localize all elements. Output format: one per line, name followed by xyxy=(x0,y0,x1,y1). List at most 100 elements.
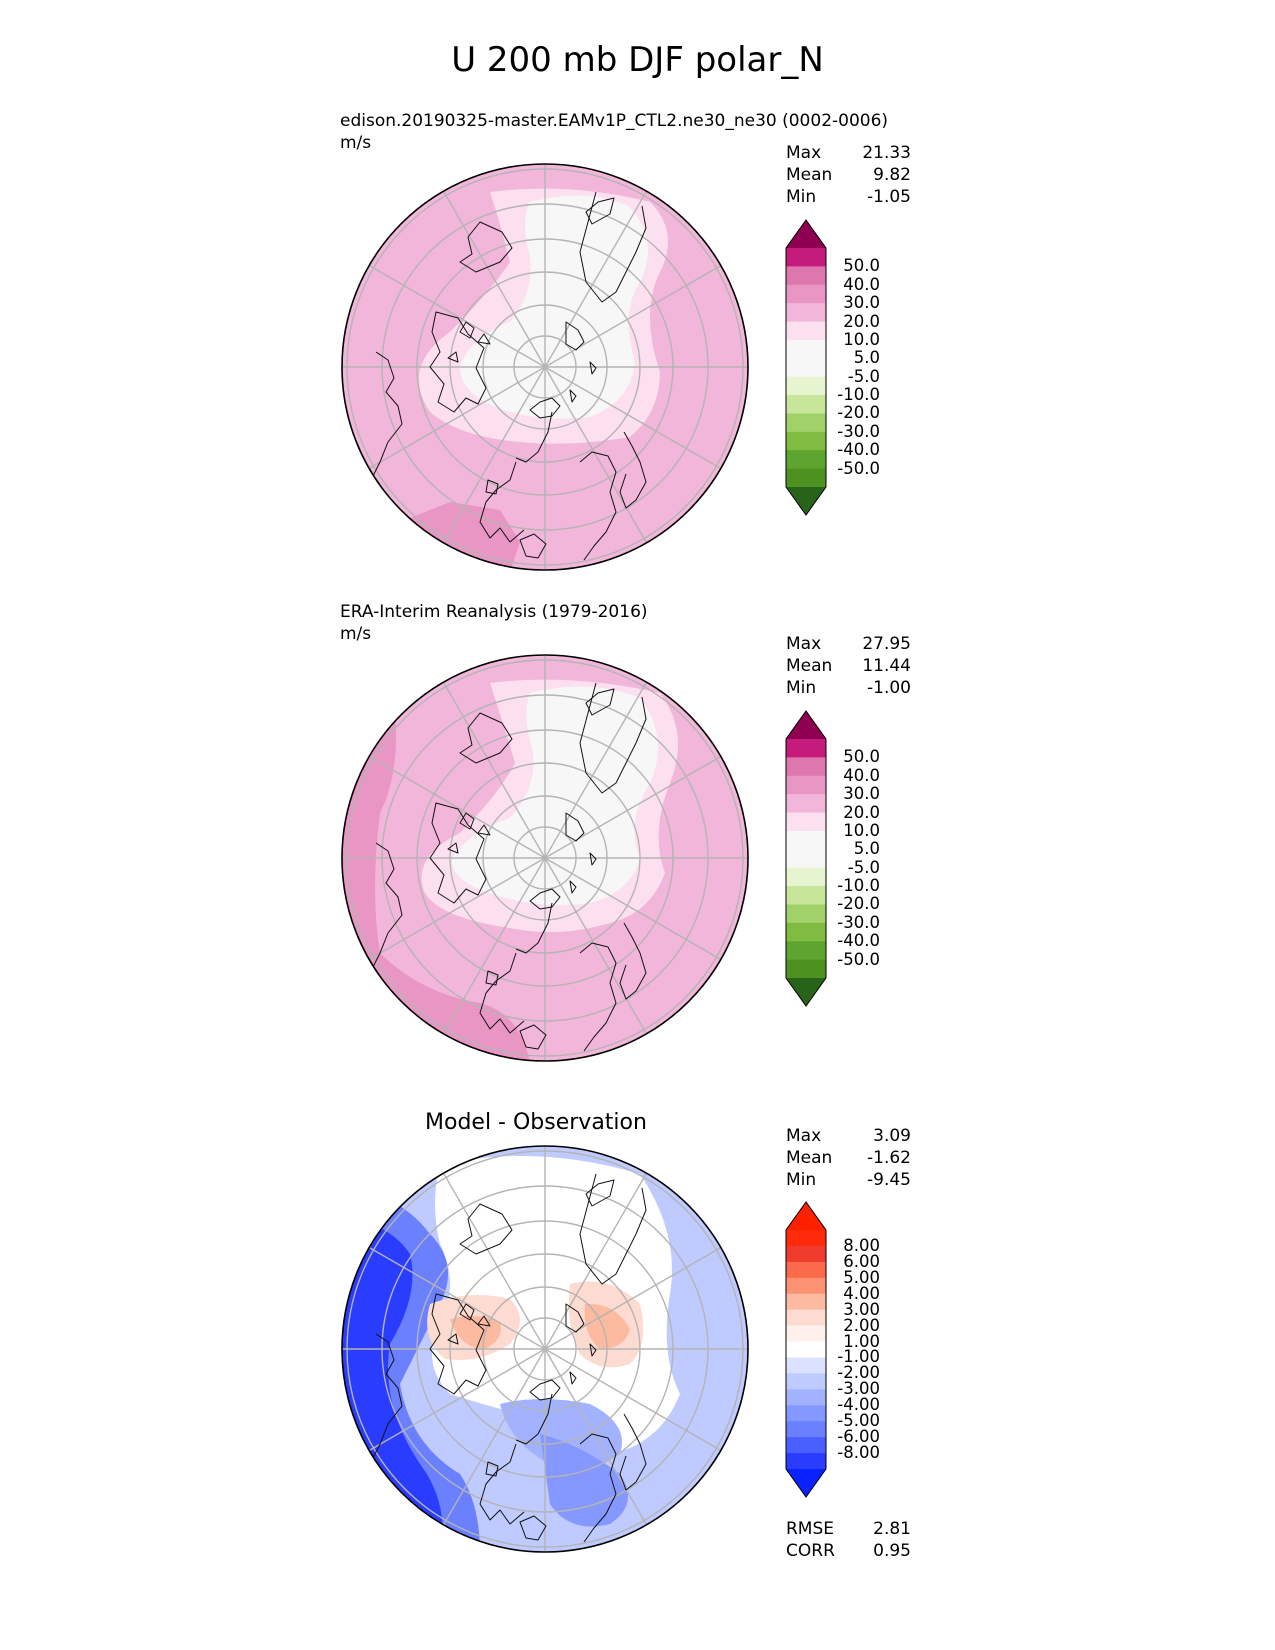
coastline xyxy=(619,922,647,1000)
coastline xyxy=(579,942,617,1052)
stat-label: Mean xyxy=(786,656,833,676)
colorbar-extend-top xyxy=(786,711,826,739)
colorbar-segment xyxy=(786,849,826,869)
stat-max: 27.95 xyxy=(862,634,911,654)
coastline xyxy=(519,533,547,559)
coastline xyxy=(619,1413,647,1491)
colorbar-segment xyxy=(786,1357,826,1374)
colorbar-tick-label: -3.00 xyxy=(837,1379,880,1399)
colorbar-tick-label: 10.0 xyxy=(843,329,880,349)
stat-label: Max xyxy=(786,143,822,163)
colorbar-segment xyxy=(786,904,826,924)
panel-3-polar-map xyxy=(341,1145,749,1553)
corr-value: 0.95 xyxy=(873,1541,911,1561)
colorbar-segment xyxy=(786,830,826,850)
coastline xyxy=(429,311,487,413)
coastline xyxy=(447,1303,491,1345)
panel-3-metrics: RMSE 2.81 CORR 0.95 xyxy=(786,1518,911,1562)
panel-2-units: m/s xyxy=(340,624,372,644)
colorbar-tick-label: 50.0 xyxy=(843,747,880,767)
coastline xyxy=(565,812,585,842)
colorbar-segment xyxy=(786,757,826,777)
colorbar-outline xyxy=(785,1201,827,1498)
coastline xyxy=(479,952,525,1034)
rmse-value: 2.81 xyxy=(873,1519,911,1539)
field-band-neg2 xyxy=(500,1399,622,1468)
stat-min: -9.45 xyxy=(867,1170,911,1190)
colorbar-segment xyxy=(786,248,826,267)
colorbar-tick-label: 40.0 xyxy=(843,274,880,294)
colorbar-segment xyxy=(786,450,826,470)
stat-mean: -1.62 xyxy=(867,1148,911,1168)
coastline xyxy=(479,461,525,543)
colorbar-tick-label: -5.0 xyxy=(847,857,880,877)
coastline xyxy=(485,970,499,986)
colorbar-tick-label: -5.00 xyxy=(837,1411,880,1431)
colorbar-segment xyxy=(786,922,826,942)
coastline xyxy=(459,221,513,273)
coastline xyxy=(579,1433,617,1543)
panel-2-stats: Max 27.95 Mean 11.44 Min -1.00 xyxy=(786,633,911,699)
colorbar-tick-label: 50.0 xyxy=(843,256,880,276)
coastline xyxy=(519,1024,547,1050)
coastline xyxy=(565,1303,585,1333)
colorbar-extend-top xyxy=(786,220,826,248)
panel-1-stats: Max 21.33 Mean 9.82 Min -1.05 xyxy=(786,142,911,208)
coastlines xyxy=(369,682,647,1052)
coastline xyxy=(519,1515,547,1541)
colorbar-tick-label: 40.0 xyxy=(843,765,880,785)
colorbar-segment xyxy=(786,431,826,451)
colorbar-tick-label: 1.00 xyxy=(843,1331,880,1351)
coastline xyxy=(515,1393,553,1445)
colorbar-segment xyxy=(786,1309,826,1327)
coastline xyxy=(479,1443,525,1525)
coastline xyxy=(579,682,647,794)
coastline xyxy=(515,902,553,954)
colorbar-segment xyxy=(786,413,826,433)
colorbar-tick-label: -10.0 xyxy=(837,385,880,405)
field-layer xyxy=(342,655,748,1061)
colorbar-segment xyxy=(786,284,826,304)
colorbar-segment xyxy=(786,1230,826,1247)
colorbar-segment xyxy=(786,959,826,979)
colorbar-segment xyxy=(786,1245,826,1263)
coastline xyxy=(429,802,487,904)
colorbar-segment xyxy=(786,1373,826,1390)
colorbar-tick-label: -10.0 xyxy=(837,876,880,896)
colorbar-tick-label: -30.0 xyxy=(837,421,880,441)
coastline xyxy=(569,852,597,894)
coastline xyxy=(369,1333,403,1465)
colorbar-segment xyxy=(786,794,826,814)
colorbar-tick-label: 2.00 xyxy=(843,1315,880,1335)
coastline xyxy=(529,1379,561,1401)
colorbar-tick-label: -40.0 xyxy=(837,931,880,951)
colorbar-tick-label: 30.0 xyxy=(843,293,880,313)
colorbar-segment xyxy=(786,303,826,323)
colorbar-tick-label: 30.0 xyxy=(843,784,880,804)
colorbar-segment xyxy=(786,468,826,488)
colorbar-tick-label: -1.00 xyxy=(837,1347,880,1367)
colorbar-tick-label: -4.00 xyxy=(837,1395,880,1415)
colorbar-segment xyxy=(786,358,826,378)
metric-label: RMSE xyxy=(786,1519,835,1539)
stat-label: Min xyxy=(786,187,817,207)
coastlines xyxy=(369,1173,647,1543)
colorbar-tick-label: 3.00 xyxy=(843,1299,880,1319)
colorbar-segment xyxy=(786,775,826,795)
colorbar-tick-label: 6.00 xyxy=(843,1251,880,1271)
field-layer xyxy=(342,164,748,570)
colorbar-tick-label: -30.0 xyxy=(837,912,880,932)
stat-mean: 11.44 xyxy=(862,656,911,676)
colorbar-segment xyxy=(786,941,826,961)
colorbar-tick-label: -50.0 xyxy=(837,949,880,969)
colorbar-tick-label: -6.00 xyxy=(837,1427,880,1447)
coastline xyxy=(369,842,403,974)
stat-label: Mean xyxy=(786,1148,833,1168)
coastline xyxy=(565,321,585,351)
coastline xyxy=(447,812,491,854)
colorbar-tick-label: -2.00 xyxy=(837,1363,880,1383)
colorbar-tick-label: 5.0 xyxy=(853,348,880,368)
coastline xyxy=(429,1293,487,1395)
map-boundary xyxy=(341,1145,749,1553)
panel-1-polar-map xyxy=(341,163,749,571)
